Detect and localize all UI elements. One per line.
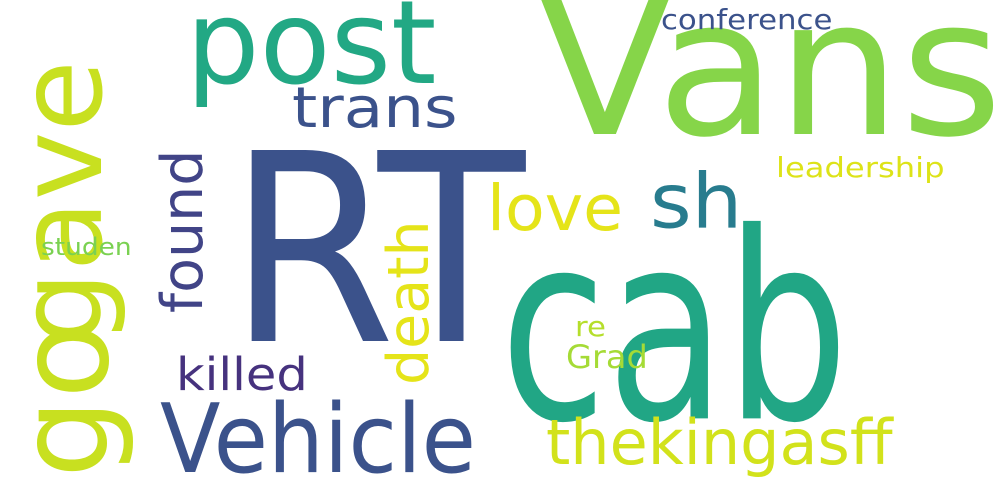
word-thekingasff: thekingasff xyxy=(546,406,893,479)
word-post: post xyxy=(186,0,437,111)
word-love: love xyxy=(487,172,624,245)
word-vans: Vans xyxy=(538,0,1000,179)
word-vehicle: Vehicle xyxy=(160,385,476,495)
word-sh: sh xyxy=(650,157,743,246)
word-trans: trans xyxy=(292,76,458,141)
word-found: found xyxy=(150,149,216,313)
word-cab: cab xyxy=(500,177,849,481)
word-studen: studen xyxy=(41,233,132,261)
word-rt: RT xyxy=(228,98,526,403)
word-death: death xyxy=(376,220,442,385)
word-conference: conference xyxy=(661,3,833,36)
word-gave: gave xyxy=(0,60,129,345)
word-go: go xyxy=(0,322,137,478)
word-re: re xyxy=(575,310,606,343)
word-grad: Grad xyxy=(566,338,648,376)
word-leadership: leadership xyxy=(776,151,945,184)
word-killed: killed xyxy=(176,348,308,401)
